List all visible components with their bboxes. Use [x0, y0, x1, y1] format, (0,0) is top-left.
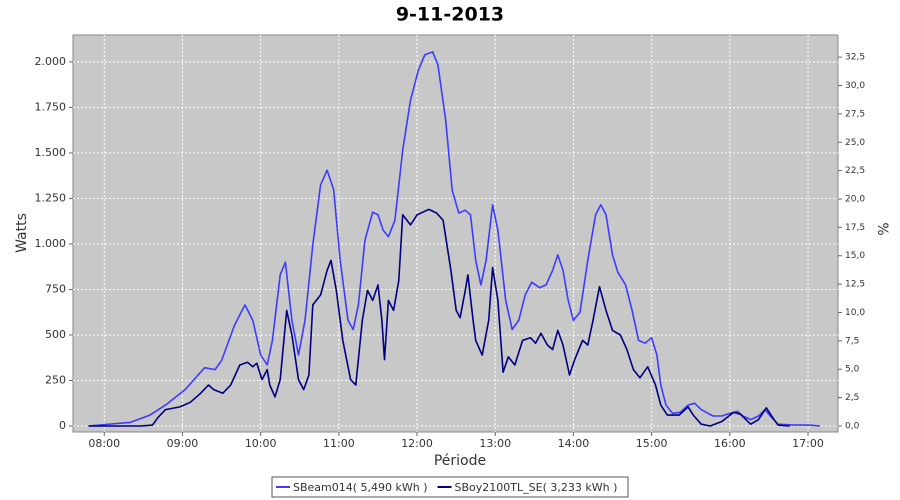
- y2-tick-label: 20,0: [845, 194, 865, 204]
- y-tick-label: 1.250: [35, 191, 67, 204]
- y2-tick-label: 2,5: [845, 393, 859, 403]
- legend-label: SBoy2100TL_SE( 3,233 kWh ): [455, 481, 618, 494]
- y2-tick-label: 10,0: [845, 308, 865, 318]
- series-line: [88, 208, 790, 427]
- y-axis-label: Watts: [14, 213, 30, 253]
- y2-tick-label: 32,5: [845, 53, 865, 63]
- y-tick-label: 0: [59, 419, 66, 432]
- y2-tick-label: 5,0: [845, 365, 860, 375]
- x-tick-label: 11:00: [323, 437, 355, 450]
- y2-tick-label: 27,5: [845, 109, 865, 119]
- x-tick-label: 08:00: [88, 437, 120, 450]
- y-tick-label: 750: [45, 282, 66, 295]
- y-tick-label: 2.000: [35, 55, 67, 68]
- x-tick-label: 13:00: [479, 437, 511, 450]
- x-tick-label: 16:00: [714, 437, 746, 450]
- chart-title: 9-11-2013: [396, 4, 504, 26]
- y2-tick-label: 0,0: [845, 421, 860, 431]
- x-axis-label: Période: [434, 453, 486, 469]
- y2-tick-label: 12,5: [845, 280, 865, 290]
- y-tick-label: 1.500: [35, 146, 67, 159]
- x-tick-label: 09:00: [167, 437, 199, 450]
- y-tick-label: 500: [45, 328, 66, 341]
- x-tick-label: 10:00: [245, 437, 277, 450]
- y2-tick-label: 7,5: [845, 336, 859, 346]
- plot-area: [72, 34, 839, 433]
- y2-tick-label: 25,0: [845, 138, 865, 148]
- y-tick-label: 250: [45, 373, 66, 386]
- x-tick-label: 15:00: [636, 437, 668, 450]
- x-tick-label: 14:00: [558, 437, 590, 450]
- y2-axis-label: %: [874, 222, 890, 235]
- y2-tick-label: 22,5: [845, 166, 865, 176]
- y2-tick-label: 17,5: [845, 223, 865, 233]
- legend-label: SBeam014( 5,490 kWh ): [293, 481, 428, 494]
- y2-tick-label: 30,0: [845, 81, 865, 91]
- y-tick-label: 1.000: [35, 237, 67, 250]
- x-tick-label: 12:00: [401, 437, 433, 450]
- y2-tick-label: 15,0: [845, 251, 865, 261]
- y-tick-label: 1.750: [35, 100, 67, 113]
- x-tick-label: 17:00: [792, 437, 824, 450]
- series-line: [88, 51, 820, 427]
